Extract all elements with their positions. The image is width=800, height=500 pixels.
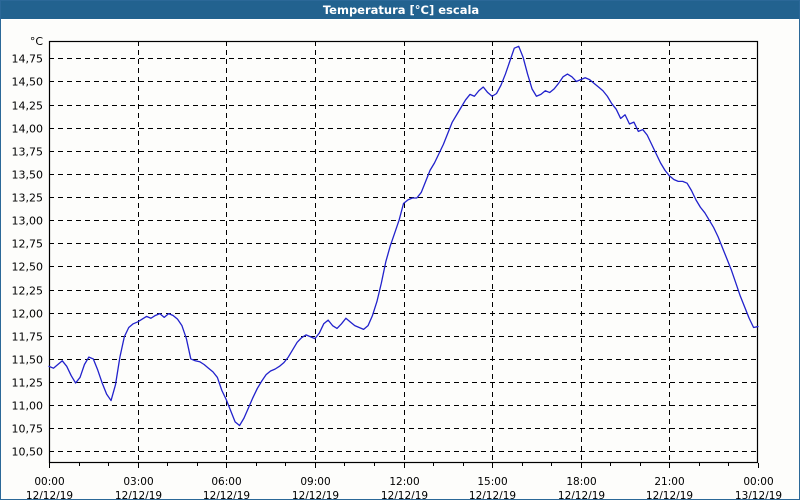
y-axis-tick-label: 14,50 xyxy=(12,76,44,89)
x-axis-tick-date: 12/12/19 xyxy=(203,490,250,499)
y-axis-unit-label: °C xyxy=(30,35,44,48)
temperature-line-chart: 14,75 14,50 14,25 14,00 13,75 13,50 13,25 13,00… xyxy=(12,35,783,499)
y-axis-tick-label: 12,00 xyxy=(12,308,44,321)
y-axis-labels: 14,75 14,50 14,25 14,00 13,75 13,50 13,25 13,00… xyxy=(12,53,44,459)
x-axis-tick-time: 00:00 xyxy=(34,476,64,488)
y-axis-tick-label: 13,00 xyxy=(12,215,44,228)
y-axis-tick-label: 13,75 xyxy=(12,146,44,159)
x-axis-tick-time: 03:00 xyxy=(123,476,153,488)
window-title-bar: Temperatura [°C] escala xyxy=(1,1,799,20)
y-axis-tick-label: 11,25 xyxy=(12,377,44,390)
plot-frame xyxy=(48,40,759,464)
x-axis-tick-date: 12/12/19 xyxy=(469,490,516,499)
y-axis-unit-text: °C xyxy=(30,35,44,48)
x-axis-tick-date: 12/12/19 xyxy=(292,490,339,499)
x-axis-tick-time: 06:00 xyxy=(211,476,241,488)
y-axis-tick-label: 13,50 xyxy=(12,169,44,182)
axis-ticks xyxy=(49,58,759,468)
x-axis-tick-date: 12/12/19 xyxy=(558,490,605,499)
temperature-data-line xyxy=(48,45,759,427)
x-axis-tick-time: 15:00 xyxy=(477,476,507,488)
y-axis-tick-label: 14,00 xyxy=(12,123,44,136)
y-axis-tick-label: 14,75 xyxy=(12,53,44,66)
x-axis-tick-date: 12/12/19 xyxy=(115,490,162,499)
y-axis-tick-label: 13,25 xyxy=(12,192,44,205)
y-axis-tick-label: 11,75 xyxy=(12,331,44,344)
y-axis-tick-label: 14,25 xyxy=(12,100,44,113)
y-axis-tick-label: 10,50 xyxy=(12,446,44,459)
grid-lines xyxy=(49,41,758,463)
y-axis-tick-label: 11,00 xyxy=(12,400,44,413)
window-title: Temperatura [°C] escala xyxy=(322,3,480,17)
y-axis-tick-label: 12,25 xyxy=(12,285,44,298)
x-axis-tick-date: 13/12/19 xyxy=(735,490,782,499)
y-axis-tick-label: 12,50 xyxy=(12,261,44,274)
chart-canvas: 14,75 14,50 14,25 14,00 13,75 13,50 13,25 13,00… xyxy=(1,20,799,499)
x-axis-tick-time: 21:00 xyxy=(654,476,684,488)
y-axis-tick-label: 11,50 xyxy=(12,354,44,367)
temperature-series-line xyxy=(48,45,759,427)
y-axis-tick-label: 12,75 xyxy=(12,238,44,251)
x-axis-labels: 00:00 12/12/19 03:00 12/12/19 06:00 12/12/19 0… xyxy=(26,476,782,499)
x-axis-tick-time: 00:00 xyxy=(743,476,773,488)
x-axis-tick-time: 09:00 xyxy=(300,476,330,488)
x-axis-tick-time: 18:00 xyxy=(566,476,596,488)
x-axis-tick-time: 12:00 xyxy=(389,476,419,488)
x-axis-tick-date: 12/12/19 xyxy=(646,490,693,499)
x-axis-tick-date: 12/12/19 xyxy=(381,490,428,499)
x-axis-tick-date: 12/12/19 xyxy=(26,490,73,499)
y-axis-tick-label: 10,75 xyxy=(12,423,44,436)
